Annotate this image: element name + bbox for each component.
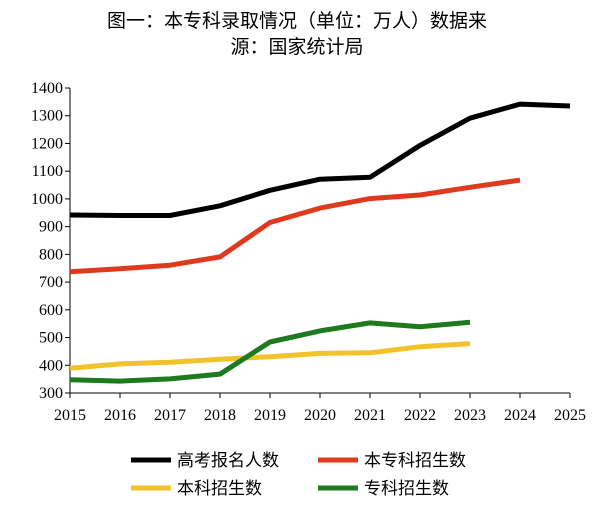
legend-label-3: 本科招生数 — [177, 479, 262, 499]
y-tick-label: 1200 — [31, 135, 63, 152]
x-tick-label: 2021 — [354, 407, 386, 424]
y-tick-label: 900 — [39, 219, 63, 236]
x-tick-label: 2019 — [254, 407, 286, 424]
y-tick-label: 1100 — [32, 163, 63, 180]
series-line-2 — [69, 177, 521, 275]
y-tick-label: 1300 — [31, 108, 63, 125]
chart-title: 图一：本专科录取情况（单位：万人）数据来 源：国家统计局 — [0, 8, 594, 60]
y-tick-label: 700 — [39, 274, 63, 291]
y-tick-label: 800 — [39, 246, 63, 263]
y-tick-labels: 300 400 500 600 700 800 900 1000 1100 1200 1300 140… — [31, 80, 63, 402]
y-tick-label: 500 — [39, 330, 63, 347]
x-tick-labels: 2015 2016 2017 2018 2019 2020 2021 2022 2023 2024… — [54, 407, 586, 424]
series-line-4 — [69, 319, 471, 384]
x-tick-label: 2025 — [554, 407, 586, 424]
legend-label-4: 专科招生数 — [364, 479, 449, 499]
x-tick-label: 2018 — [204, 407, 236, 424]
series-line-3 — [69, 341, 471, 371]
legend-label-1: 高考报名人数 — [177, 451, 279, 471]
y-tick-label: 300 — [39, 385, 63, 402]
series-line-1 — [69, 101, 571, 218]
x-tick-label: 2023 — [454, 407, 486, 424]
legend-label-2: 本专科招生数 — [364, 451, 466, 471]
y-tick-label: 600 — [39, 302, 63, 319]
chart-title-line-1: 图一：本专科录取情况（单位：万人）数据来 — [106, 10, 487, 32]
series-lines — [69, 101, 571, 384]
x-tick-label: 2022 — [404, 407, 436, 424]
chart-title-line-2: 源：国家统计局 — [230, 36, 364, 58]
y-tick-label: 400 — [39, 357, 63, 374]
y-tick-label: 1000 — [31, 191, 63, 208]
x-tick-label: 2016 — [104, 407, 136, 424]
x-tick-label: 2020 — [304, 407, 336, 424]
x-tick-label: 2015 — [54, 407, 86, 424]
y-tick-label: 1400 — [31, 80, 63, 97]
x-tick-label: 2024 — [504, 407, 536, 424]
x-tick-label: 2017 — [154, 407, 186, 424]
axes — [65, 87, 571, 398]
